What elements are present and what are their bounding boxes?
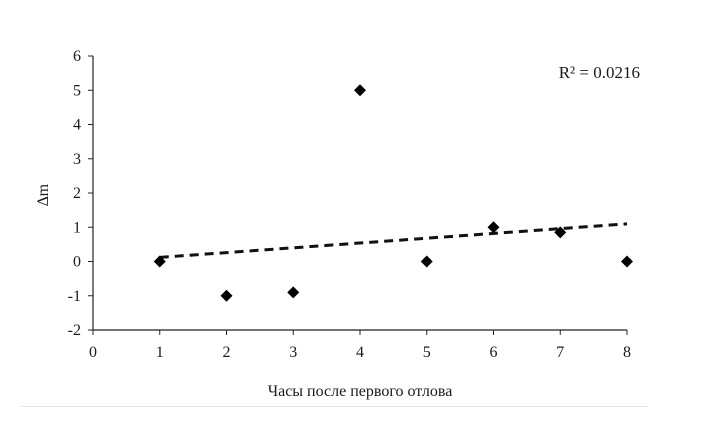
x-tick-label: 8 <box>623 344 631 361</box>
y-tick-label: -2 <box>68 322 81 339</box>
y-tick-label: 5 <box>73 82 81 99</box>
y-tick-label: 6 <box>73 48 81 65</box>
x-tick-label: 6 <box>490 344 498 361</box>
x-tick-label: 0 <box>89 344 97 361</box>
bottom-divider <box>20 406 648 407</box>
x-tick-label: 3 <box>289 344 297 361</box>
trendline <box>159 222 628 259</box>
x-tick-label: 4 <box>356 344 364 361</box>
x-tick-label: 7 <box>556 344 564 361</box>
data-point <box>354 84 366 97</box>
x-tick-label: 1 <box>156 344 164 361</box>
data-point <box>220 289 233 302</box>
y-tick-label: -1 <box>68 288 81 305</box>
x-axis-label: Часы после первого отлова <box>268 383 453 400</box>
r-squared-annotation: R² = 0.0216 <box>559 63 640 82</box>
y-tick-label: 2 <box>73 185 81 202</box>
data-point <box>420 255 433 268</box>
y-tick-label: 0 <box>73 254 81 271</box>
y-axis-label: ∆m <box>35 183 52 206</box>
y-tick-label: 1 <box>73 219 81 236</box>
data-point <box>621 255 633 268</box>
x-tick-label: 2 <box>223 344 231 361</box>
data-points <box>153 84 633 302</box>
y-tick-label: 4 <box>73 117 81 134</box>
axes <box>92 56 627 331</box>
data-point <box>554 226 567 239</box>
ticks: -2 -1 0 1 2 3 4 5 6 0 1 2 3 4 5 6 7 8 <box>68 48 631 361</box>
data-point <box>487 221 500 234</box>
data-point <box>153 255 166 268</box>
x-tick-label: 5 <box>423 344 431 361</box>
y-tick-label: 3 <box>73 151 81 168</box>
data-point <box>287 286 300 299</box>
trendline-group <box>159 222 628 259</box>
